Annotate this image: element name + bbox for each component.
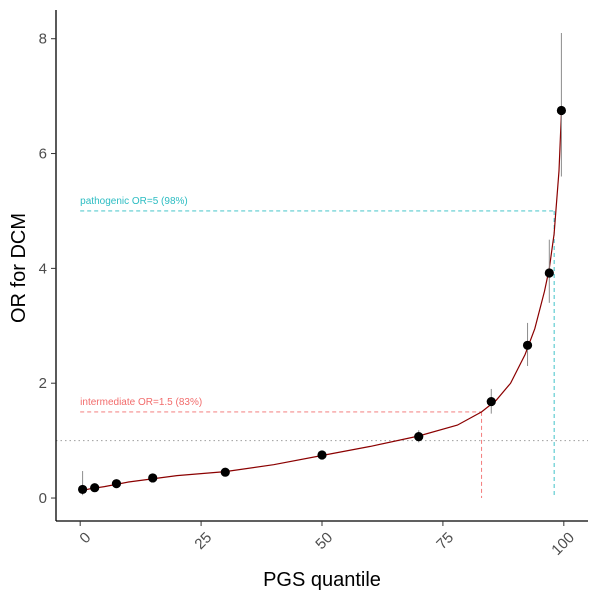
data-point-2: [111, 479, 122, 489]
data-point-4: [220, 467, 230, 477]
threshold-label-1: pathogenic OR=5 (98%): [80, 196, 188, 207]
threshold-label-0: intermediate OR=1.5 (83%): [80, 397, 202, 408]
x-tick-label-0: 0: [76, 529, 94, 547]
x-tick-label-1: 25: [191, 529, 215, 553]
y-tick-label-4: 8: [39, 31, 47, 48]
x-tick-label-2: 50: [312, 529, 336, 553]
x-tick-label-3: 75: [433, 529, 457, 553]
x-axis-title: PGS quantile: [263, 569, 381, 591]
data-point-0: [78, 484, 88, 495]
y-tick-label-3: 6: [39, 146, 47, 163]
y-tick-label-0: 0: [39, 490, 47, 507]
data-point-10: [556, 105, 567, 116]
data-point-3: [148, 473, 158, 483]
y-axis-title: OR for DCM: [8, 213, 30, 323]
y-tick-label-2: 4: [39, 260, 47, 277]
plot-area: intermediate OR=1.5 (83%) pathogenic OR=5…: [56, 32, 588, 499]
data-point-8: [522, 340, 533, 350]
axes: 0 25 50 75 100 0 2 4 6 8: [39, 10, 588, 559]
data-point-9: [544, 268, 554, 278]
data-point-5: [317, 450, 327, 460]
data-point-7: [486, 396, 496, 407]
x-tick-label-4: 100: [548, 529, 578, 559]
fit-curve: [80, 113, 562, 492]
y-tick-label-1: 2: [39, 375, 47, 392]
data-point-6: [414, 431, 424, 442]
data-point-1: [90, 483, 100, 493]
